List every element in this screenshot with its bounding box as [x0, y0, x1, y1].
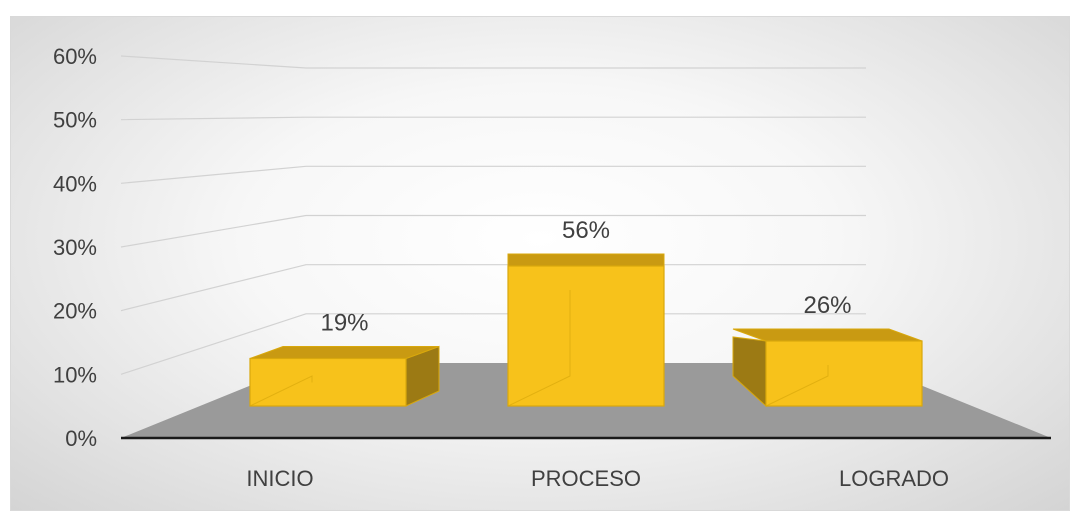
gridline: [120, 116, 866, 121]
y-axis-ticks: 0% 10% 20% 30% 40% 50% 60%: [53, 44, 97, 451]
category-label: LOGRADO: [839, 466, 949, 491]
y-tick-label: 10%: [53, 362, 97, 387]
bar: [732, 328, 923, 408]
chart-area: 0% 10% 20% 30% 40% 50% 60% 19% 56% 26% INICIO PRO…: [10, 16, 1070, 511]
bars: [249, 253, 923, 408]
data-label: 26%: [803, 292, 851, 319]
y-tick-label: 40%: [53, 171, 97, 196]
gridlines: [120, 55, 866, 375]
y-tick-label: 0%: [65, 426, 97, 451]
gridline: [120, 55, 866, 69]
bar-chart-3d: 0% 10% 20% 30% 40% 50% 60% 19% 56% 26% INICIO PRO…: [53, 44, 1051, 491]
bar: [507, 253, 665, 407]
category-label: PROCESO: [531, 466, 641, 491]
gridline: [120, 165, 866, 184]
data-label: 19%: [320, 310, 368, 337]
gridline: [120, 313, 866, 375]
gridline: [120, 214, 866, 248]
y-tick-label: 50%: [53, 108, 97, 133]
category-label: INICIO: [246, 466, 313, 491]
y-tick-label: 30%: [53, 235, 97, 260]
data-label: 56%: [562, 217, 610, 244]
y-tick-label: 20%: [53, 299, 97, 324]
bar: [249, 345, 440, 407]
data-labels: 19% 56% 26%: [320, 217, 851, 337]
y-tick-label: 60%: [53, 44, 97, 69]
category-labels: INICIO PROCESO LOGRADO: [246, 466, 949, 491]
gridline: [120, 264, 866, 312]
